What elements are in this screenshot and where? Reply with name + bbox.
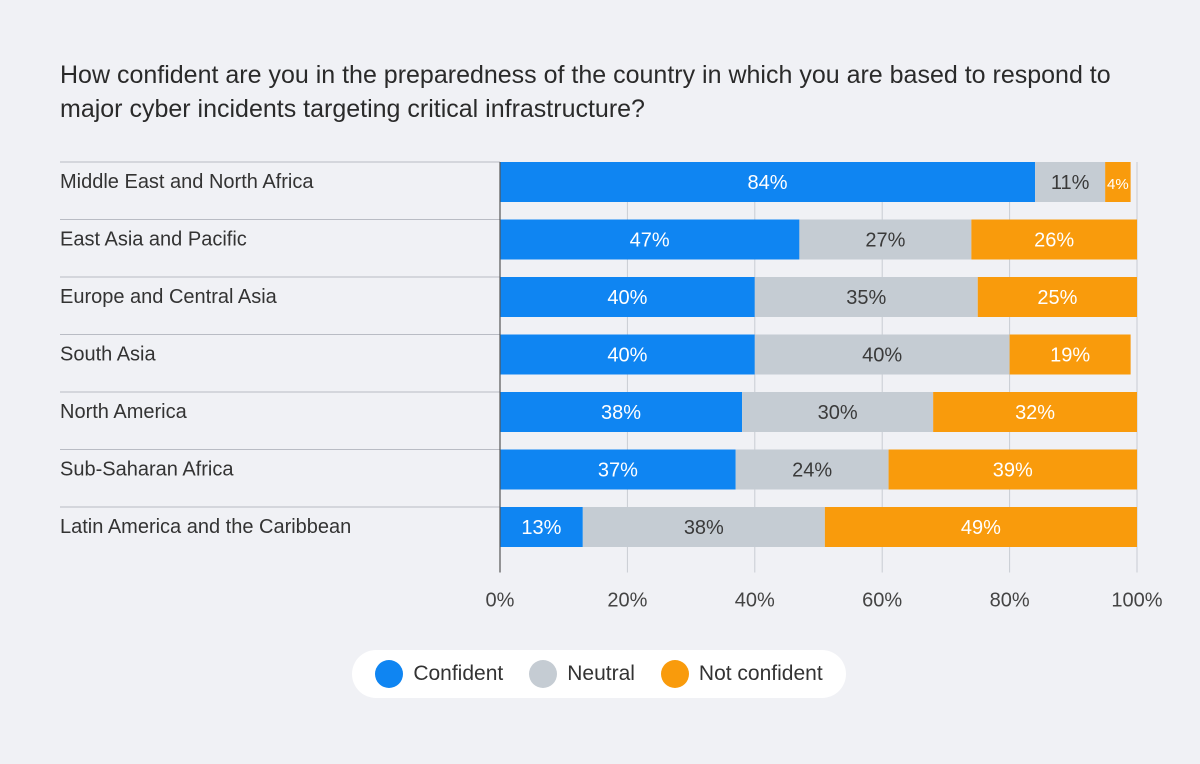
bar-segment xyxy=(742,392,934,432)
category-label: Middle East and North Africa xyxy=(60,171,314,193)
bar-segment xyxy=(933,392,1137,432)
legend-swatch-neutral xyxy=(529,660,558,688)
bar-segment xyxy=(582,507,825,547)
category-label: Europe and Central Asia xyxy=(60,286,278,308)
x-tick-label: 60% xyxy=(862,590,902,612)
data-label: 35% xyxy=(846,287,886,309)
data-label: 26% xyxy=(1034,230,1074,252)
bar-segment xyxy=(1009,334,1131,375)
legend-swatch-confident xyxy=(375,660,404,688)
chart-title: How confident are you in the preparednes… xyxy=(60,61,1111,123)
data-label: 49% xyxy=(961,517,1001,539)
bar-segment xyxy=(1105,162,1131,202)
category-label: Latin America and the Caribbean xyxy=(60,516,351,538)
bar-segment xyxy=(500,277,755,317)
data-label: 25% xyxy=(1037,287,1077,309)
data-label: 38% xyxy=(684,517,724,539)
data-label: 40% xyxy=(607,287,647,309)
legend-item-confident: Confident xyxy=(375,660,503,688)
x-tick-label: 80% xyxy=(990,590,1030,612)
bar-segment xyxy=(971,219,1137,260)
data-label: 4% xyxy=(1107,176,1129,193)
bar-segment xyxy=(500,507,583,547)
data-label: 30% xyxy=(818,402,858,424)
data-label: 19% xyxy=(1050,345,1090,367)
bar-segment xyxy=(824,507,1137,547)
data-label: 39% xyxy=(993,460,1033,482)
data-label: 24% xyxy=(792,460,832,482)
data-label: 84% xyxy=(748,172,788,194)
bar-segment xyxy=(754,277,978,317)
data-label: 38% xyxy=(601,402,641,424)
bar-segment xyxy=(500,449,736,490)
bar-segment xyxy=(500,162,1036,202)
bar-segment xyxy=(754,334,1010,375)
x-tick-label: 20% xyxy=(607,590,647,612)
data-label: 11% xyxy=(1051,172,1090,194)
category-label: North America xyxy=(60,401,188,423)
bar-segment xyxy=(735,449,889,490)
bar-segment xyxy=(500,392,743,432)
legend-label-neutral: Neutral xyxy=(567,662,635,685)
legend-item-not-confident: Not confident xyxy=(660,660,823,688)
legend-label-not-confident: Not confident xyxy=(698,662,823,685)
bar-segment xyxy=(977,277,1137,317)
category-label: Sub-Saharan Africa xyxy=(60,459,234,481)
data-label: 32% xyxy=(1015,402,1055,424)
x-tick-label: 0% xyxy=(486,590,515,612)
bar-segment xyxy=(799,219,972,260)
legend-label-confident: Confident xyxy=(413,662,504,685)
bar-segment xyxy=(500,334,755,375)
bar-segment xyxy=(500,219,800,260)
data-label: 40% xyxy=(607,345,647,367)
data-label: 27% xyxy=(865,230,905,252)
bar-segment xyxy=(1035,162,1106,202)
data-label: 37% xyxy=(598,460,638,482)
x-tick-label: 40% xyxy=(735,590,775,612)
legend-item-neutral: Neutral xyxy=(529,660,635,688)
legend-swatch-not-confident xyxy=(660,660,689,688)
category-label: South Asia xyxy=(60,344,157,366)
data-label: 13% xyxy=(521,517,561,539)
data-label: 47% xyxy=(630,230,670,252)
legend: Confident Neutral Not confident xyxy=(352,650,846,698)
category-label: East Asia and Pacific xyxy=(60,229,247,251)
bar-segment xyxy=(888,449,1137,490)
x-tick-label: 100% xyxy=(1111,590,1162,612)
data-label: 40% xyxy=(862,345,902,367)
